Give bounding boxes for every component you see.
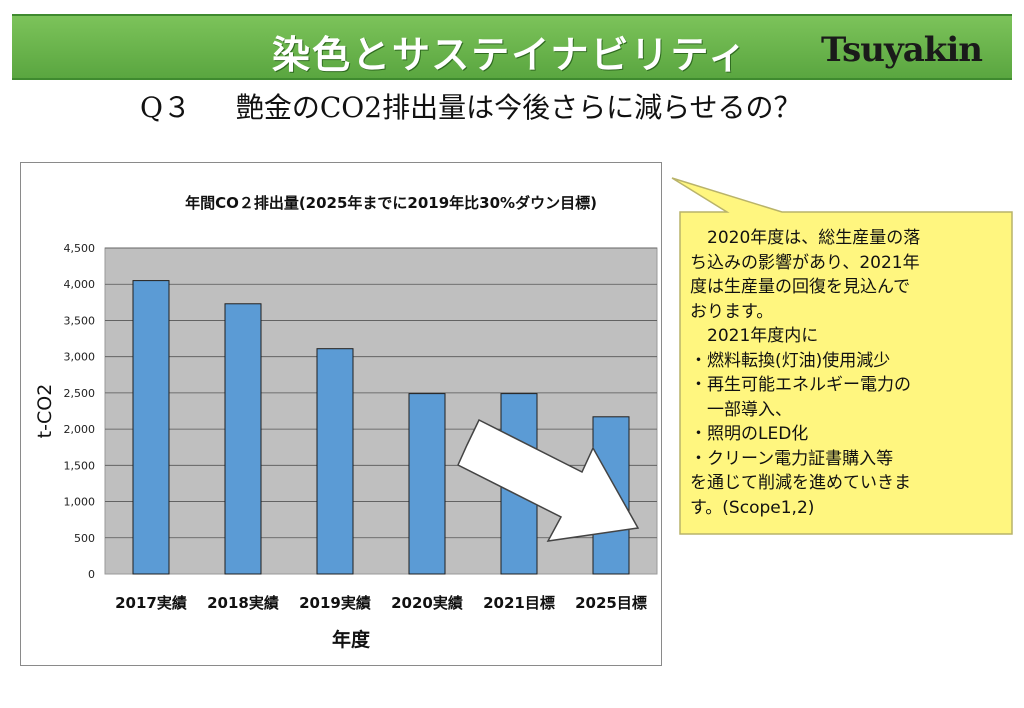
y-tick-label: 3,000 [64, 351, 96, 364]
y-tick-label: 1,500 [64, 459, 96, 472]
bar [408, 393, 446, 575]
y-tick-label: 4,000 [64, 278, 96, 291]
chart-frame: 年間CO２排出量(2025年までに2019年比30%ダウン目標) 0 500 1,00… [20, 162, 662, 666]
y-tick-label: 500 [74, 532, 95, 545]
callout-line: ・照明のLED化 [690, 424, 809, 444]
callout-line: おります。 [690, 301, 774, 322]
callout-line: ・燃料転換(灯油)使用減少 [690, 350, 891, 371]
callout-line: す。(Scope1,2) [690, 497, 815, 518]
x-tick-label: 2019実績 [299, 594, 371, 612]
y-tick-label: 2,000 [64, 423, 96, 436]
bar [224, 303, 262, 575]
question-number: Q３ [140, 91, 191, 124]
y-tick-label: 0 [88, 568, 95, 581]
trend-arrow-icon [457, 418, 640, 542]
callout-line: ち込みの影響があり、2021年 [690, 252, 920, 273]
bar [132, 280, 170, 575]
x-axis-label: 年度 [332, 628, 371, 651]
page-title: 染色とサステイナビリティ [272, 33, 749, 77]
question-text: 艶金のCO2排出量は今後さらに減らせるの？ [235, 91, 802, 124]
y-tick-label: 2,500 [64, 387, 96, 400]
y-tick-label: 4,500 [64, 242, 96, 255]
y-tick-label: 1,000 [64, 496, 96, 509]
callout-line: 一部導入、 [690, 399, 792, 420]
callout-line: 2021年度内に [690, 326, 819, 346]
brand-logo: Tsuyakin [820, 30, 983, 70]
x-tick-label: 2025目標 [575, 594, 647, 612]
header-banner: 染色とサステイナビリティ Tsuyakin [12, 14, 1012, 80]
callout-line: ・再生可能エネルギー電力の [690, 375, 911, 395]
callout-line: ・クリーン電力証書購入等 [690, 448, 894, 469]
chart-title: 年間CO２排出量(2025年までに2019年比30%ダウン目標) [185, 194, 597, 212]
y-tick-label: 3,500 [64, 314, 96, 327]
x-tick-label: 2021目標 [483, 594, 555, 612]
callout-line: 2020年度は、総生産量の落 [690, 228, 921, 248]
callout-line: 度は生産量の回復を見込んで [690, 277, 911, 297]
y-axis-label: t-CO2 [34, 384, 56, 439]
bar [316, 348, 354, 575]
callout-line: を通じて削減を進めていきま [690, 473, 911, 493]
x-tick-label: 2018実績 [207, 594, 279, 612]
bar-chart: 年間CO２排出量(2025年までに2019年比30%ダウン目標) 0 500 1,00… [34, 194, 658, 651]
callout-text: 2020年度は、総生産量の落 ち込みの影響があり、2021年 度は生産量の回復を見込… [690, 226, 990, 520]
x-tick-label: 2020実績 [391, 594, 463, 612]
question-heading: Q３ 艶金のCO2排出量は今後さらに減らせるの？ [140, 86, 802, 126]
x-tick-label: 2017実績 [115, 594, 187, 612]
